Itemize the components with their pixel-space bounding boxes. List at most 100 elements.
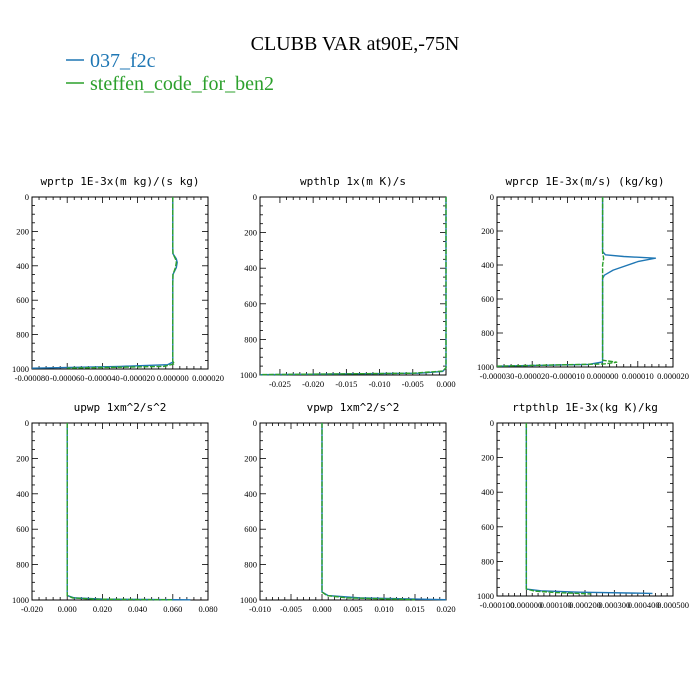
legend: 037_f2c steffen_code_for_ben2 — [66, 50, 274, 95]
x-tick-label: 0.000000 — [157, 373, 189, 383]
y-tick-label: 1000 — [12, 364, 29, 374]
legend-label-steffen: steffen_code_for_ben2 — [90, 73, 274, 95]
y-tick-label: 0 — [490, 418, 494, 428]
y-tick-label: 0 — [25, 192, 29, 202]
chart-title: vpwp 1xm^2/s^2 — [307, 401, 400, 414]
x-tick-label: 0.000100 — [540, 600, 572, 610]
x-tick-label: 0.010 — [374, 604, 393, 614]
y-tick-label: 200 — [244, 453, 257, 463]
panels-container: wprtp 1E-3x(m kg)/(s kg) 0 200 400 600 800 100… — [12, 175, 689, 614]
x-tick-label: -0.015 — [335, 379, 357, 389]
x-tick-label: 0.040 — [128, 604, 147, 614]
y-tick-label: 800 — [16, 330, 29, 340]
x-tick-label: 0.020 — [93, 604, 112, 614]
x-tick-label: -0.000020 — [515, 371, 550, 381]
x-tick-label: 0.080 — [198, 604, 217, 614]
x-tick-label: 0.000020 — [192, 373, 224, 383]
x-tick-label: 0.000400 — [628, 600, 660, 610]
y-tick-label: 0 — [25, 418, 29, 428]
legend-label-037-f2c: 037_f2c — [90, 50, 156, 72]
chart-panel-2: wpthlp 1x(m K)/s 0 200 400 600 800 1000 -0.025 -… — [240, 175, 456, 389]
x-tick-label: -0.000100 — [480, 600, 515, 610]
chart-title: wprtp 1E-3x(m kg)/(s kg) — [41, 175, 200, 188]
y-tick-label: 0 — [490, 192, 494, 202]
series-line-steffen — [259, 197, 447, 376]
chart-panel-6: rtpthlp 1E-3x(kg K)/kg 0 200 400 600 800 1000-… — [477, 401, 689, 610]
series-line-steffen — [525, 423, 591, 595]
x-tick-label: 0.015 — [405, 604, 424, 614]
y-tick-label: 600 — [481, 294, 494, 304]
chart-panel-4: upwp 1xm^2/s^2 0 200 400 600 800 1000-0.020 0.0… — [12, 401, 218, 614]
x-tick-label: -0.020 — [302, 379, 324, 389]
x-tick-label: -0.025 — [269, 379, 291, 389]
x-tick-label: 0.000500 — [657, 600, 689, 610]
y-tick-label: 200 — [481, 226, 494, 236]
series-line-steffen — [496, 197, 618, 367]
chart-title: upwp 1xm^2/s^2 — [74, 401, 167, 414]
x-tick-label: -0.000030 — [480, 371, 515, 381]
y-tick-label: 200 — [16, 453, 29, 463]
x-tick-label: 0.000000 — [510, 600, 542, 610]
x-tick-label: -0.000010 — [550, 371, 585, 381]
x-tick-label: 0.000300 — [598, 600, 630, 610]
y-tick-label: 600 — [244, 524, 257, 534]
figure-title: CLUBB VAR at90E,-75N — [251, 33, 460, 55]
x-tick-label: 0.000 — [58, 604, 77, 614]
y-tick-label: 400 — [244, 263, 257, 273]
chart-panel-3: wprcp 1E-3x(m/s) (kg/kg) 0 200 400 600 800 100… — [477, 175, 689, 381]
x-tick-label: -0.020 — [21, 604, 43, 614]
x-tick-label: 0.000010 — [622, 371, 654, 381]
x-tick-label: -0.000060 — [50, 373, 85, 383]
x-tick-label: 0.000 — [312, 604, 331, 614]
y-tick-label: 0 — [253, 192, 257, 202]
y-tick-label: 1000 — [240, 595, 257, 605]
series-line-steffen — [66, 423, 173, 601]
x-tick-label: -0.005 — [402, 379, 424, 389]
y-tick-label: 600 — [16, 524, 29, 534]
y-tick-label: 400 — [244, 489, 257, 499]
y-tick-label: 600 — [16, 295, 29, 305]
y-tick-label: 1000 — [477, 591, 494, 601]
y-tick-label: 400 — [481, 487, 494, 497]
x-tick-label: 0.060 — [163, 604, 182, 614]
x-tick-label: 0.000 — [436, 379, 455, 389]
x-tick-label: 0.020 — [436, 604, 455, 614]
chart-title: rtpthlp 1E-3x(kg K)/kg — [512, 401, 658, 414]
x-tick-label: 0.005 — [343, 604, 362, 614]
y-tick-label: 800 — [244, 334, 257, 344]
y-tick-label: 1000 — [477, 362, 494, 372]
x-tick-label: 0.000020 — [657, 371, 689, 381]
x-tick-label: 0.000000 — [587, 371, 619, 381]
x-tick-label: -0.000080 — [15, 373, 50, 383]
y-tick-label: 200 — [16, 226, 29, 236]
x-tick-label: -0.005 — [280, 604, 302, 614]
x-tick-label: -0.010 — [369, 379, 391, 389]
y-tick-label: 800 — [16, 560, 29, 570]
y-tick-label: 400 — [481, 260, 494, 270]
x-tick-label: 0.000200 — [569, 600, 601, 610]
y-tick-label: 800 — [481, 328, 494, 338]
chart-panel-1: wprtp 1E-3x(m kg)/(s kg) 0 200 400 600 800 100… — [12, 175, 224, 383]
y-tick-label: 1000 — [12, 595, 29, 605]
chart-title: wprcp 1E-3x(m/s) (kg/kg) — [506, 175, 665, 188]
x-tick-label: -0.000020 — [120, 373, 155, 383]
series-line-steffen — [67, 197, 178, 369]
y-tick-label: 800 — [244, 560, 257, 570]
y-tick-label: 600 — [244, 299, 257, 309]
y-tick-label: 600 — [481, 522, 494, 532]
y-tick-label: 400 — [16, 489, 29, 499]
y-tick-label: 200 — [244, 228, 257, 238]
y-tick-label: 200 — [481, 453, 494, 463]
series-line-037-f2c — [496, 197, 657, 367]
y-tick-label: 400 — [16, 261, 29, 271]
y-tick-label: 0 — [253, 418, 257, 428]
x-tick-label: -0.010 — [249, 604, 271, 614]
y-tick-label: 800 — [481, 556, 494, 566]
x-tick-label: -0.000040 — [85, 373, 120, 383]
series-line-steffen — [321, 423, 416, 601]
y-tick-label: 1000 — [240, 370, 257, 380]
chart-title: wpthlp 1x(m K)/s — [300, 175, 406, 188]
chart-panel-5: vpwp 1xm^2/s^2 0 200 400 600 800 1000-0.010 -0.… — [240, 401, 456, 614]
